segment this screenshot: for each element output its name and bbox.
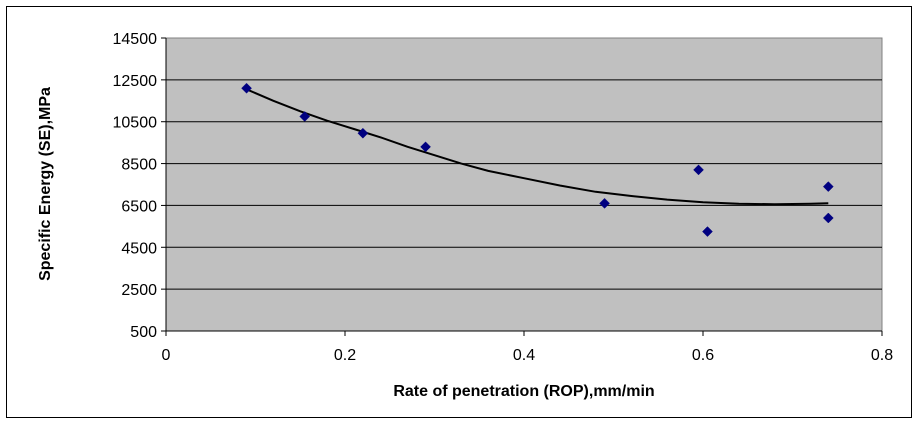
- y-tick-label: 4500: [121, 240, 157, 257]
- x-tick-label: 0.8: [871, 347, 893, 364]
- x-tick-label: 0.2: [334, 347, 356, 364]
- y-tick-label: 2500: [121, 282, 157, 299]
- x-tick-label: 0: [162, 347, 171, 364]
- y-tick-label: 6500: [121, 198, 157, 215]
- y-tick-label: 10500: [113, 115, 158, 132]
- gridlines: [166, 79, 882, 290]
- data-point: [420, 141, 431, 153]
- data-point: [241, 82, 252, 94]
- x-axis-ticks: 0 0.2 0.4 0.6 0.8: [162, 330, 893, 364]
- y-tick-label: 14500: [113, 31, 158, 48]
- y-axis-ticks: 500 2500 4500 6500 8500 10500 12500 14500: [113, 31, 167, 341]
- x-axis-title: Rate of penetration (ROP),mm/min: [393, 383, 654, 400]
- y-tick-label: 500: [130, 324, 157, 341]
- data-point: [357, 127, 369, 139]
- data-points: [241, 82, 834, 237]
- y-axis-title: Specific Energy (SE),MPa: [37, 87, 54, 281]
- data-point: [822, 212, 834, 224]
- trend-line-path: [246, 88, 829, 206]
- x-tick-label: 0.6: [692, 347, 714, 364]
- y-tick-label: 12500: [113, 73, 158, 90]
- y-tick-label: 8500: [121, 157, 157, 174]
- data-point: [693, 164, 704, 176]
- data-point: [299, 111, 311, 122]
- plot-area: [165, 37, 883, 332]
- data-point: [822, 181, 834, 192]
- x-tick-label: 0.4: [513, 347, 535, 364]
- data-point: [702, 226, 713, 237]
- trend-line: [246, 88, 829, 206]
- data-point: [599, 197, 610, 209]
